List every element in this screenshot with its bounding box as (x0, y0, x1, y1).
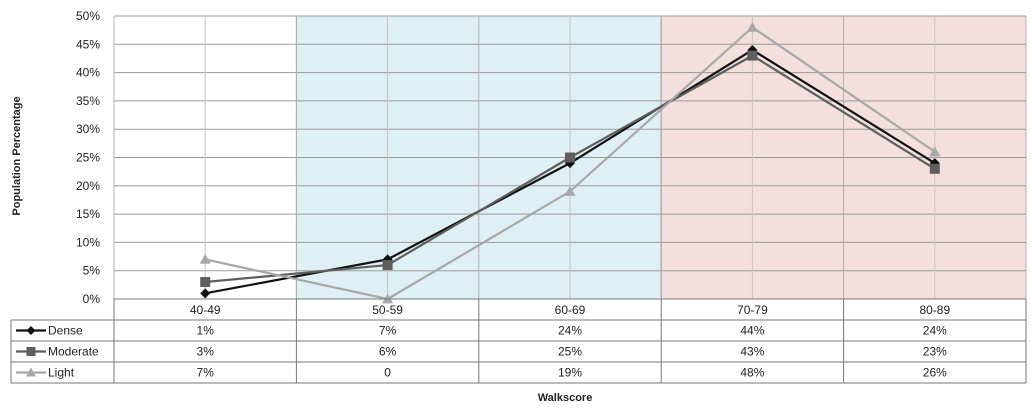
table-cell-light: 26% (923, 366, 947, 380)
y-tick-label: 45% (76, 37, 100, 51)
data-point-moderate (565, 152, 575, 163)
data-point-light (929, 146, 941, 157)
table-cell-moderate: 43% (740, 345, 764, 359)
data-table: 40-49 50-59 60-69 70-79 80-89 Dense 1% 7% 24% 44%… (10, 298, 1027, 384)
y-tick-label: 25% (76, 151, 100, 165)
legend-key-marker-moderate (26, 347, 36, 356)
table-cell-moderate: 3% (197, 345, 215, 359)
y-tick-label: 20% (76, 179, 100, 193)
table-cell-dense: 24% (558, 324, 582, 338)
y-axis-title: Population Percentage (11, 96, 23, 215)
table-cell-moderate: 6% (379, 345, 397, 359)
table-cell-dense: 7% (379, 324, 397, 338)
table-cell-light: 48% (740, 366, 764, 380)
y-tick-label: 30% (76, 122, 100, 136)
table-cell-light: 7% (197, 366, 215, 380)
data-point-moderate (200, 277, 211, 288)
table-cell-moderate: 25% (558, 345, 582, 359)
x-category-label: 40-49 (190, 303, 221, 317)
table-cell-dense: 44% (740, 324, 764, 338)
y-tick-label: 15% (76, 207, 100, 221)
data-point-light (199, 253, 211, 264)
x-category-label: 80-89 (919, 303, 950, 317)
x-axis-title: Walkscore (538, 392, 593, 404)
data-point-dense (200, 288, 211, 299)
legend-key-marker-dense (26, 326, 36, 335)
y-tick-label: 0% (83, 292, 101, 306)
data-point-light (382, 293, 394, 304)
y-tick-label: 40% (76, 66, 100, 80)
table-cell-dense: 1% (197, 324, 215, 338)
table-cell-light: 19% (558, 366, 582, 380)
y-axis-ticks: 0% 5% 10% 15% 20% 25% 30% 35% 40% 45% 50% (76, 9, 100, 306)
legend-key-marker-light (26, 367, 36, 377)
data-point-moderate (747, 50, 758, 61)
legend-label-light: Light (48, 366, 75, 380)
legend-label-moderate: Moderate (48, 345, 99, 359)
data-point-moderate (929, 163, 940, 174)
x-category-label: 70-79 (737, 303, 768, 317)
series-lines (199, 21, 941, 304)
data-point-light (746, 21, 758, 32)
y-tick-label: 50% (76, 9, 100, 23)
data-point-moderate (382, 260, 393, 271)
table-cell-moderate: 23% (923, 345, 947, 359)
legend-label-dense: Dense (48, 324, 83, 338)
y-tick-label: 10% (76, 235, 100, 249)
table-cell-dense: 24% (923, 324, 947, 338)
y-tick-label: 5% (83, 264, 101, 278)
y-tick-label: 35% (76, 94, 100, 108)
table-cell-light: 0 (384, 366, 391, 380)
data-point-light (564, 185, 576, 196)
x-category-label: 60-69 (555, 303, 586, 317)
x-category-label: 50-59 (372, 303, 403, 317)
